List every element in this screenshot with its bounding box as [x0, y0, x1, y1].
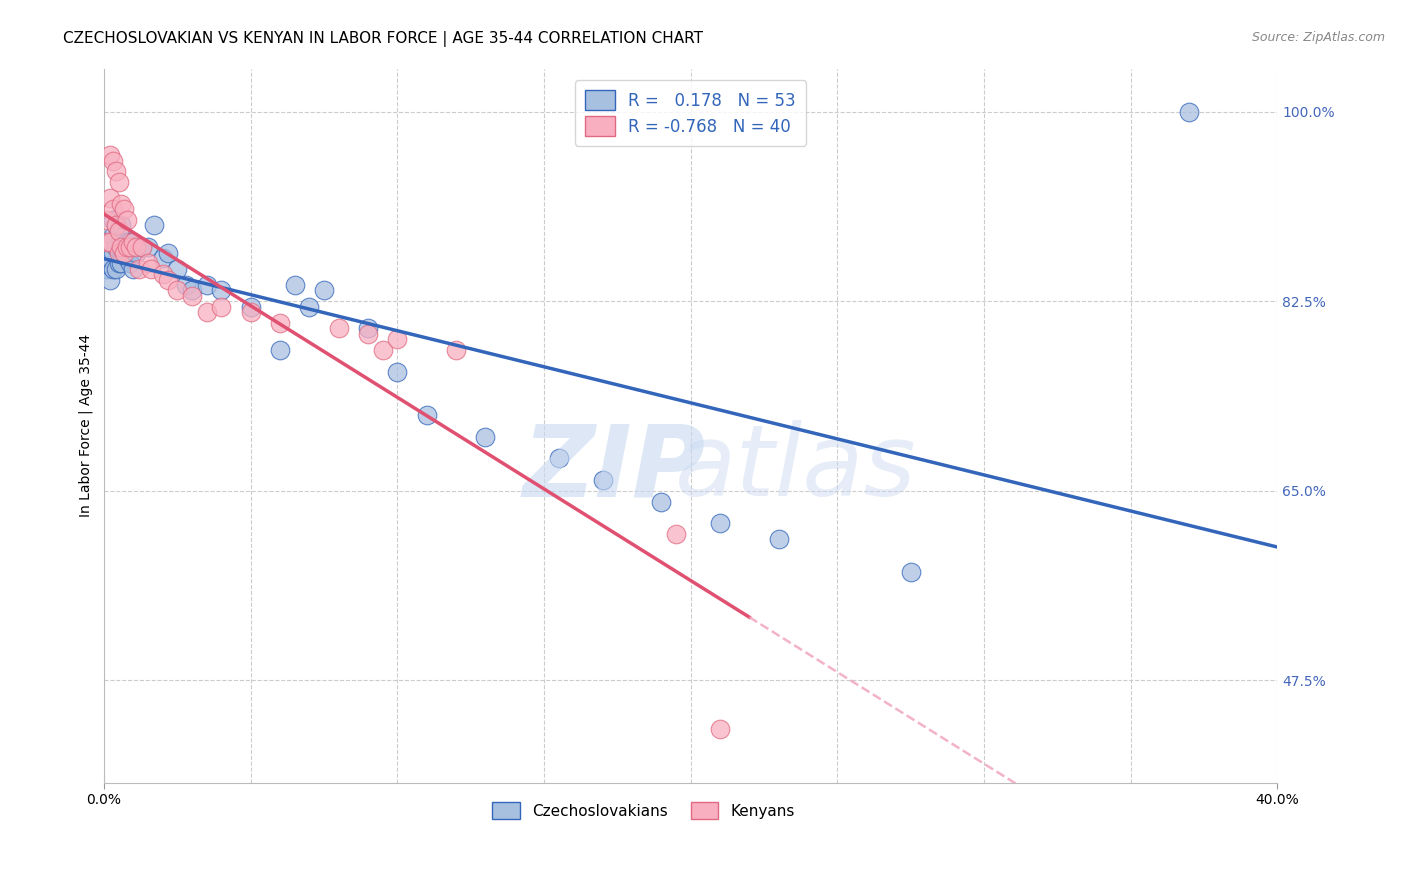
Point	[110, 240, 132, 254]
Point	[117, 235, 139, 249]
Point	[174, 278, 197, 293]
Point	[125, 240, 148, 254]
Point	[96, 213, 118, 227]
Point	[387, 365, 409, 379]
Point	[298, 300, 321, 314]
Point	[120, 240, 142, 254]
Text: ZIP: ZIP	[523, 420, 706, 517]
Point	[101, 261, 124, 276]
Point	[107, 245, 129, 260]
Point	[269, 343, 291, 357]
Point	[112, 229, 135, 244]
Point	[131, 240, 153, 254]
Point	[96, 235, 118, 249]
Point	[474, 429, 496, 443]
Point	[1178, 104, 1201, 119]
Point	[98, 235, 121, 249]
Point	[415, 408, 437, 422]
Point	[195, 278, 218, 293]
Point	[665, 527, 688, 541]
Point	[709, 722, 731, 736]
Point	[180, 284, 202, 298]
Point	[239, 305, 262, 319]
Point	[709, 516, 731, 531]
Point	[284, 278, 307, 293]
Point	[98, 251, 121, 265]
Point	[110, 197, 132, 211]
Point	[900, 565, 922, 579]
Point	[101, 245, 124, 260]
Point	[107, 224, 129, 238]
Point	[357, 326, 380, 341]
Point	[110, 240, 132, 254]
Point	[166, 261, 188, 276]
Point	[209, 300, 232, 314]
Point	[371, 343, 394, 357]
Text: atlas: atlas	[675, 420, 917, 517]
Point	[125, 245, 148, 260]
Point	[547, 451, 569, 466]
Point	[128, 261, 150, 276]
Text: Source: ZipAtlas.com: Source: ZipAtlas.com	[1251, 31, 1385, 45]
Text: CZECHOSLOVAKIAN VS KENYAN IN LABOR FORCE | AGE 35-44 CORRELATION CHART: CZECHOSLOVAKIAN VS KENYAN IN LABOR FORCE…	[63, 31, 703, 47]
Point	[312, 284, 335, 298]
Point	[768, 533, 790, 547]
Point	[195, 305, 218, 319]
Point	[107, 224, 129, 238]
Point	[180, 289, 202, 303]
Point	[152, 267, 174, 281]
Point	[104, 219, 127, 233]
Point	[101, 202, 124, 217]
Point	[104, 164, 127, 178]
Point	[157, 245, 180, 260]
Point	[101, 229, 124, 244]
Point	[157, 272, 180, 286]
Point	[592, 473, 614, 487]
Point	[112, 245, 135, 260]
Point	[98, 272, 121, 286]
Point	[104, 261, 127, 276]
Point	[387, 332, 409, 346]
Point	[107, 240, 129, 254]
Point	[117, 240, 139, 254]
Point	[107, 256, 129, 270]
Point	[98, 235, 121, 249]
Point	[328, 321, 350, 335]
Point	[650, 494, 672, 508]
Point	[117, 251, 139, 265]
Point	[152, 251, 174, 265]
Point	[239, 300, 262, 314]
Point	[136, 256, 159, 270]
Point	[110, 256, 132, 270]
Point	[96, 261, 118, 276]
Point	[142, 219, 165, 233]
Legend: Czechoslovakians, Kenyans: Czechoslovakians, Kenyans	[486, 796, 801, 825]
Point	[122, 235, 145, 249]
Point	[101, 153, 124, 168]
Point	[269, 316, 291, 330]
Point	[112, 202, 135, 217]
Point	[107, 175, 129, 189]
Point	[122, 261, 145, 276]
Point	[166, 284, 188, 298]
Point	[122, 240, 145, 254]
Point	[112, 245, 135, 260]
Point	[139, 261, 162, 276]
Point	[98, 148, 121, 162]
Point	[104, 219, 127, 233]
Y-axis label: In Labor Force | Age 35-44: In Labor Force | Age 35-44	[79, 334, 93, 517]
Point	[357, 321, 380, 335]
Point	[120, 256, 142, 270]
Point	[104, 240, 127, 254]
Point	[96, 240, 118, 254]
Point	[98, 191, 121, 205]
Point	[444, 343, 467, 357]
Point	[209, 284, 232, 298]
Point	[120, 235, 142, 249]
Point	[131, 240, 153, 254]
Point	[101, 213, 124, 227]
Point	[110, 219, 132, 233]
Point	[117, 213, 139, 227]
Point	[136, 240, 159, 254]
